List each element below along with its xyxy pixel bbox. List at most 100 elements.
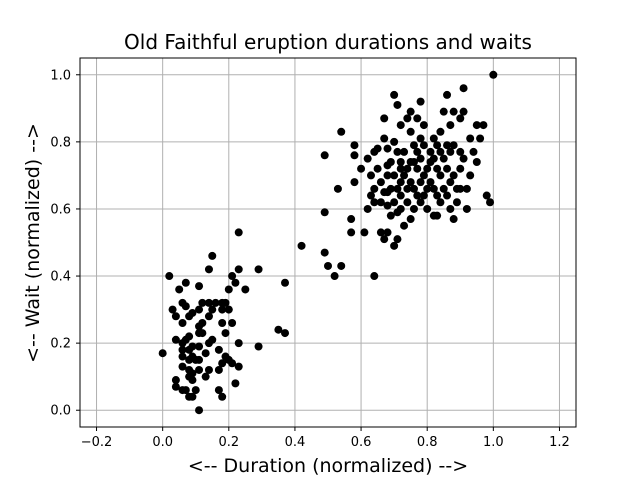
data-point xyxy=(195,305,204,314)
data-point xyxy=(380,114,389,123)
data-point xyxy=(406,107,415,116)
data-point xyxy=(396,178,405,187)
data-point xyxy=(185,332,194,341)
data-point xyxy=(218,305,227,314)
data-point xyxy=(423,204,432,213)
data-point xyxy=(413,164,422,173)
data-point xyxy=(350,151,359,160)
data-point xyxy=(433,164,442,173)
data-point xyxy=(406,127,415,136)
data-point xyxy=(396,164,405,173)
data-point xyxy=(218,319,227,328)
data-point xyxy=(347,228,356,237)
data-point xyxy=(204,312,213,321)
data-point xyxy=(403,184,412,193)
data-point xyxy=(320,151,329,160)
data-point xyxy=(195,282,204,291)
data-point xyxy=(181,278,190,287)
data-point xyxy=(390,241,399,250)
data-point xyxy=(413,147,422,156)
data-point xyxy=(436,198,445,207)
data-point xyxy=(234,265,243,274)
data-point xyxy=(214,345,223,354)
data-point xyxy=(198,329,207,338)
data-point xyxy=(191,386,200,395)
data-point xyxy=(373,164,382,173)
x-tick-label: 0.2 xyxy=(218,435,239,450)
data-point xyxy=(281,329,290,338)
x-tick-label: 0.4 xyxy=(285,435,306,450)
data-point xyxy=(363,154,372,163)
data-point xyxy=(337,261,346,270)
data-point xyxy=(426,178,435,187)
data-point xyxy=(195,342,204,351)
data-point xyxy=(403,164,412,173)
data-point xyxy=(459,154,468,163)
data-point xyxy=(423,164,432,173)
data-point xyxy=(234,339,243,348)
data-point xyxy=(195,355,204,364)
data-point xyxy=(198,298,207,307)
data-point xyxy=(168,305,177,314)
data-point xyxy=(416,134,425,143)
data-point xyxy=(181,386,190,395)
data-point xyxy=(376,198,385,207)
data-point xyxy=(393,235,402,244)
data-point xyxy=(456,184,465,193)
data-point xyxy=(452,198,461,207)
data-point xyxy=(188,392,197,401)
data-point xyxy=(350,141,359,150)
data-point xyxy=(429,134,438,143)
data-point xyxy=(383,228,392,237)
data-point xyxy=(254,265,263,274)
data-point xyxy=(482,191,491,200)
data-point xyxy=(449,171,458,180)
data-point xyxy=(320,248,329,257)
data-point xyxy=(443,90,452,99)
data-point xyxy=(228,272,237,281)
data-point xyxy=(224,285,233,294)
data-point xyxy=(396,204,405,213)
data-point xyxy=(449,141,458,150)
data-point xyxy=(373,144,382,153)
data-point xyxy=(409,184,418,193)
data-point xyxy=(195,365,204,374)
data-point xyxy=(469,147,478,156)
x-tick-label: 0.6 xyxy=(351,435,372,450)
x-axis-label: <-- Duration (normalized) --> xyxy=(188,455,468,477)
data-point xyxy=(204,365,213,374)
data-point xyxy=(281,278,290,287)
data-point xyxy=(406,178,415,187)
data-point xyxy=(386,211,395,220)
data-point xyxy=(393,100,402,109)
data-point xyxy=(466,171,475,180)
data-point xyxy=(366,191,375,200)
data-point xyxy=(400,171,409,180)
data-point xyxy=(476,134,485,143)
data-point xyxy=(400,221,409,230)
data-point xyxy=(370,198,379,207)
data-point xyxy=(456,164,465,173)
data-point xyxy=(188,369,197,378)
x-tick-label: 1.2 xyxy=(549,435,570,450)
data-point xyxy=(380,134,389,143)
data-point xyxy=(383,171,392,180)
data-point xyxy=(472,157,481,166)
data-point xyxy=(224,305,233,314)
y-tick-label: 0.0 xyxy=(50,404,71,419)
data-point xyxy=(383,144,392,153)
data-point xyxy=(486,198,495,207)
data-point xyxy=(350,178,359,187)
data-point xyxy=(231,278,240,287)
data-point xyxy=(178,319,187,328)
data-point xyxy=(413,114,422,123)
data-point xyxy=(436,127,445,136)
data-point xyxy=(386,157,395,166)
data-point xyxy=(366,171,375,180)
data-point xyxy=(406,215,415,224)
data-point xyxy=(446,121,455,130)
data-point xyxy=(330,272,339,281)
data-point xyxy=(456,114,465,123)
data-point xyxy=(201,349,210,358)
